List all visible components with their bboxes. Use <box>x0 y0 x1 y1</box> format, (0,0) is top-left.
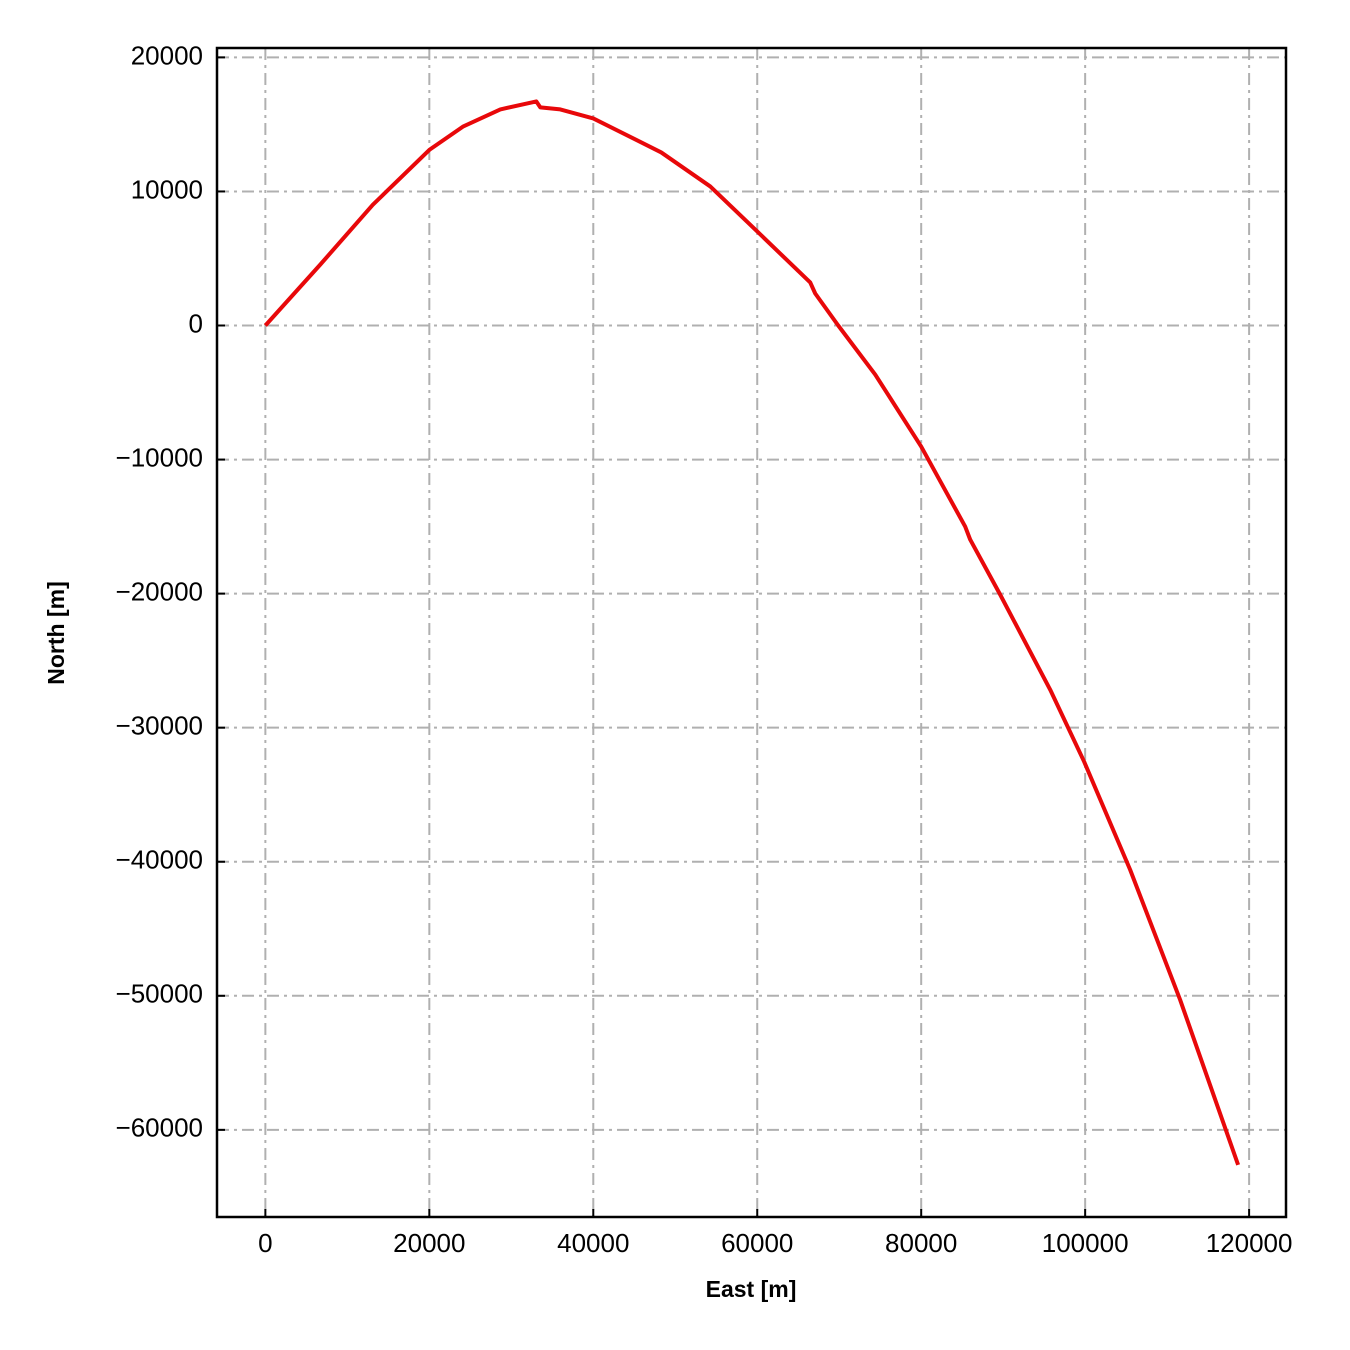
y-tick-label: 20000 <box>131 40 203 70</box>
y-axis-label: North [m] <box>43 581 69 684</box>
x-axis-label: East [m] <box>706 1276 797 1302</box>
x-tick-label: 60000 <box>721 1228 793 1258</box>
y-tick-label: −60000 <box>116 1113 203 1143</box>
y-tick-label: −20000 <box>116 576 203 606</box>
y-tick-label: −10000 <box>116 442 203 472</box>
y-tick-label: 0 <box>189 308 203 338</box>
y-tick-label: 10000 <box>131 174 203 204</box>
y-tick-label: −40000 <box>116 845 203 875</box>
x-tick-label: 40000 <box>557 1228 629 1258</box>
plot-frame <box>215 46 1288 1219</box>
y-tick-label: −30000 <box>116 711 203 741</box>
line-series <box>263 99 1241 1166</box>
x-tick-label: 20000 <box>393 1228 465 1258</box>
y-tick-label: −50000 <box>116 979 203 1009</box>
x-tick-label: 100000 <box>1042 1228 1129 1258</box>
x-tick-label: 80000 <box>885 1228 957 1258</box>
x-tick-label: 0 <box>258 1228 272 1258</box>
x-tick-label: 120000 <box>1206 1228 1293 1258</box>
